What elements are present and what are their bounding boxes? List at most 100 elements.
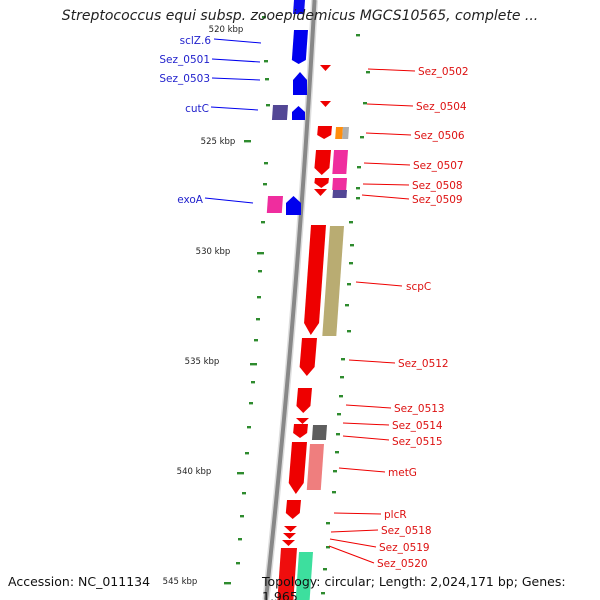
leader-line — [355, 281, 403, 287]
gene-label-Sez_0513: Sez_0513 — [394, 403, 445, 415]
scale-tick — [244, 140, 251, 143]
gene-label-Sez_0506: Sez_0506 — [414, 130, 465, 142]
scale-tick — [341, 358, 345, 361]
scale-tick — [357, 166, 361, 169]
accession-text: Accession: NC_011134 — [8, 574, 151, 589]
leader-line — [363, 162, 411, 166]
scale-tick — [257, 252, 264, 255]
gene-label-Sez_0502: Sez_0502 — [418, 66, 469, 78]
leader-line — [362, 183, 410, 186]
leader-line — [338, 467, 386, 473]
domain-Sez_0506b-glyph — [342, 127, 349, 139]
leader-line — [361, 194, 410, 200]
gene-label-Sez_0520: Sez_0520 — [377, 558, 428, 570]
scale-tick — [356, 34, 360, 37]
scale-tick — [257, 296, 261, 299]
kbp-label: 530 kbp — [196, 247, 231, 257]
scale-tick — [333, 470, 337, 473]
kbp-label: 540 kbp — [177, 467, 212, 477]
scale-tick — [321, 592, 325, 595]
domain-bottom-glyph — [295, 552, 313, 600]
scale-tick — [323, 568, 327, 571]
gene-Sez_0503-glyph — [293, 72, 307, 95]
gene-exoA-glyph — [286, 196, 301, 215]
leader-line — [329, 538, 377, 548]
leader-line — [366, 103, 414, 107]
domain-Sez_0506-glyph — [335, 127, 343, 139]
gene-label-Sez_0519: Sez_0519 — [379, 542, 430, 554]
scale-tick — [265, 78, 269, 81]
domain-Sez_0515-glyph — [311, 425, 327, 440]
scale-tick — [240, 515, 244, 518]
gene-cutC-glyph — [292, 106, 305, 120]
gene-label-sclZ.6: sclZ.6 — [180, 35, 212, 47]
scale-tick — [256, 318, 260, 321]
kbp-label: 525 kbp — [201, 137, 236, 147]
scale-tick — [350, 244, 354, 247]
gene-label-layer: sclZ.6 Sez_0501 Sez_0503 cutC exoA Sez_0502 Se… — [159, 35, 468, 570]
scale-tick — [254, 339, 258, 342]
gene-Sez_0507-glyph — [314, 150, 331, 175]
gene-Sez_0504-glyph — [320, 101, 331, 107]
scale-tick — [250, 363, 257, 366]
gene-sclZ.6-glyph — [293, 0, 305, 14]
gene-label-scpC: scpC — [406, 281, 431, 293]
leader-line — [211, 58, 261, 63]
topology-text: Topology: circular; Length: 2,024,171 bp… — [262, 574, 566, 600]
feature-layer — [266, 0, 349, 600]
gene-bottom-glyph — [277, 548, 297, 600]
gene-label-Sez_0504: Sez_0504 — [416, 101, 467, 113]
leader-line — [365, 132, 412, 136]
gene-Sez_0501-glyph — [291, 30, 308, 64]
gene-Sez_0514-glyph — [296, 418, 309, 424]
leader-line — [348, 359, 396, 364]
scale-tick — [356, 187, 360, 190]
scale-tick — [258, 270, 262, 273]
gene-Sez_0512-glyph — [299, 338, 317, 376]
domain-Sez_0507-glyph — [332, 150, 348, 174]
kbp-label: 545 kbp — [163, 577, 198, 587]
scale-tick — [340, 376, 344, 379]
scale-tick — [347, 283, 351, 286]
scale-tick — [347, 330, 351, 333]
gene-Sez_0506-glyph — [317, 126, 332, 139]
scale-tick — [266, 104, 270, 107]
genome-backbone — [263, 0, 317, 600]
scale-tick — [251, 381, 255, 384]
kbp-label-layer: 520 kbp 525 kbp 530 kbp 535 kbp 540 kbp 545 k… — [163, 25, 244, 587]
gene-Sez_0513-glyph — [296, 388, 312, 413]
gene-label-Sez_0515: Sez_0515 — [392, 436, 443, 448]
scale-tick — [332, 491, 336, 494]
leader-line — [211, 77, 261, 81]
scale-tick — [363, 102, 367, 105]
kbp-label: 520 kbp — [209, 25, 244, 35]
scale-tick — [247, 426, 251, 429]
gene-label-Sez_0507: Sez_0507 — [413, 160, 464, 172]
scale-tick — [262, 16, 266, 19]
scale-tick — [238, 538, 242, 541]
leader-line — [328, 545, 375, 564]
tick-layer — [224, 16, 370, 595]
leader-line-layer — [204, 38, 416, 564]
leader-line — [345, 404, 392, 409]
gene-plcR-glyph — [285, 500, 301, 519]
scale-tick — [326, 546, 330, 549]
gene-Sez_0519-glyph — [283, 533, 296, 539]
scale-tick — [261, 221, 265, 224]
gene-label-Sez_0518: Sez_0518 — [381, 525, 432, 537]
gene-label-cutC: cutC — [185, 103, 209, 115]
leader-line — [204, 197, 254, 204]
domain-exoA-glyph — [266, 196, 283, 213]
genome-title: Streptococcus equi subsp. zooepidemicus … — [61, 8, 539, 24]
leader-line — [330, 529, 379, 533]
gene-Sez_0520-glyph — [282, 540, 295, 546]
scale-tick — [263, 183, 267, 186]
scale-tick — [337, 413, 341, 416]
gene-label-Sez_0514: Sez_0514 — [392, 420, 443, 432]
scale-tick — [345, 304, 349, 307]
gene-label-metG: metG — [388, 467, 417, 479]
gene-Sez_0515-glyph — [293, 424, 308, 438]
scale-tick — [366, 71, 370, 74]
scale-tick — [349, 221, 353, 224]
gene-label-Sez_0503: Sez_0503 — [159, 73, 210, 85]
